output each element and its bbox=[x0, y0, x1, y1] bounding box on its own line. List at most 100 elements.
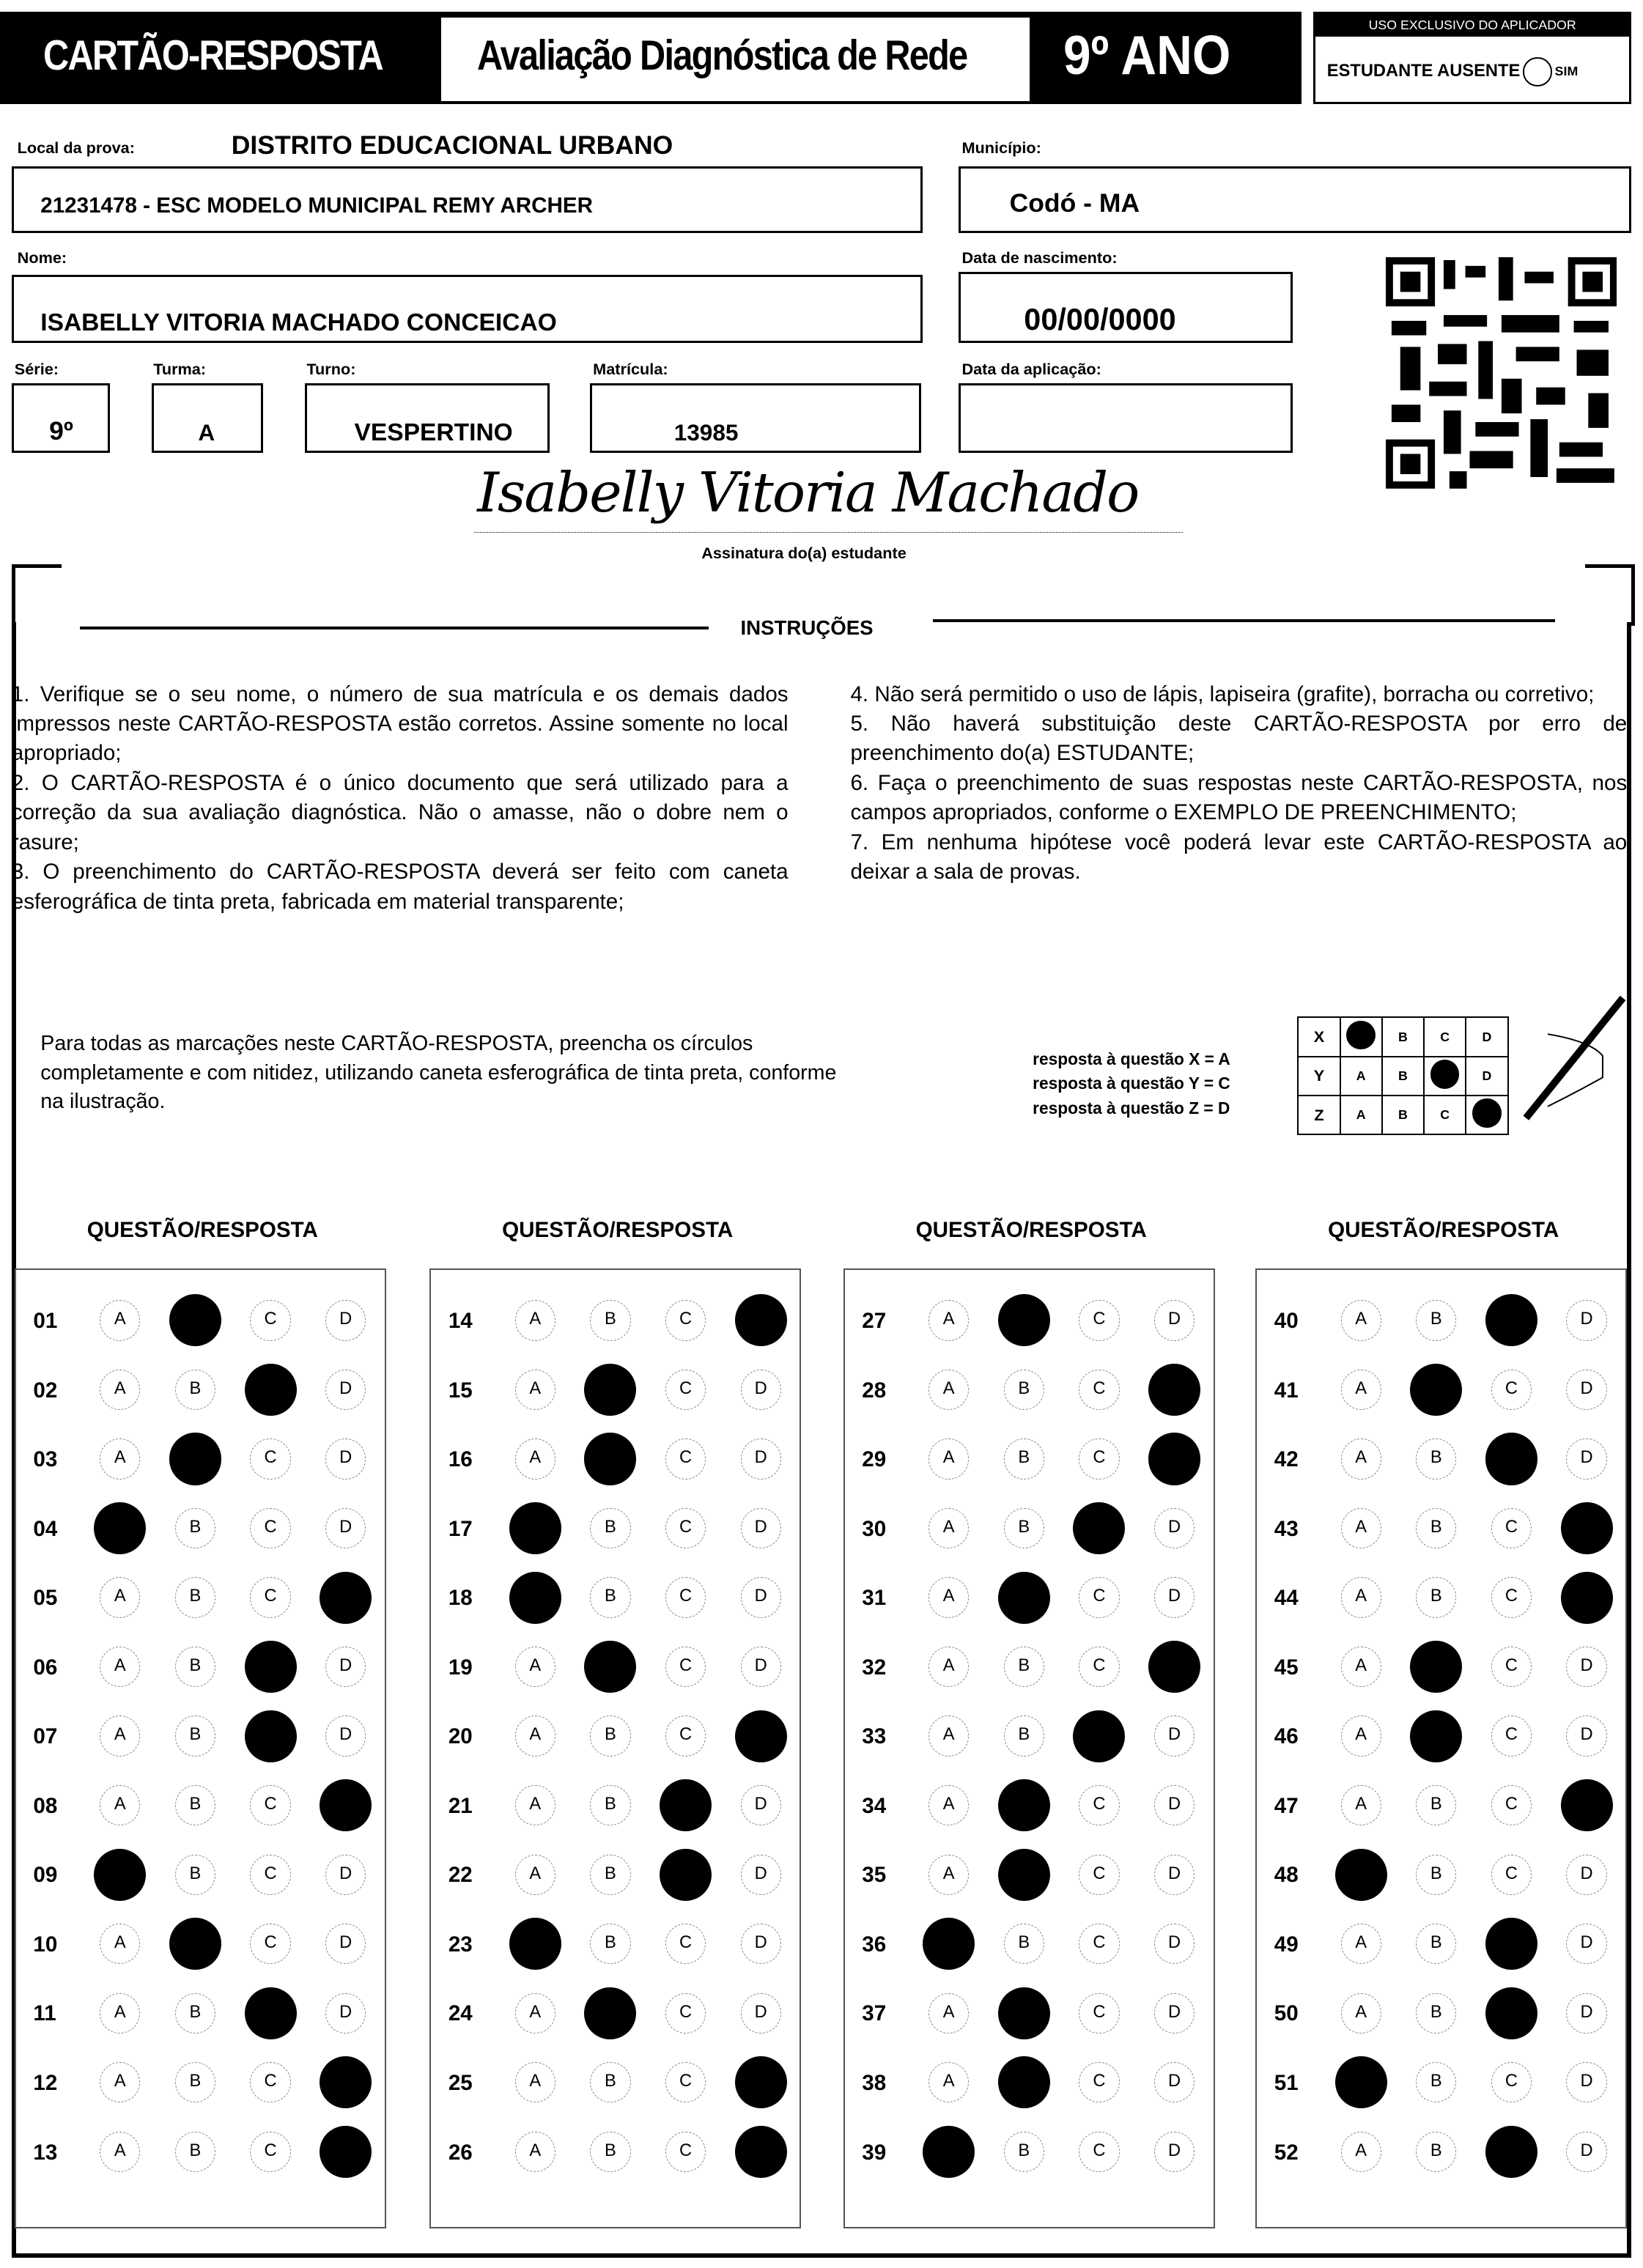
filled-bubble-c[interactable]: C bbox=[1485, 2125, 1537, 2178]
bubble-c[interactable]: C bbox=[1079, 1438, 1120, 1480]
bubble-c[interactable]: C bbox=[250, 1577, 291, 1618]
bubble-c[interactable]: C bbox=[250, 1507, 291, 1549]
bubble-b[interactable]: B bbox=[590, 1924, 631, 1965]
bubble-c[interactable]: C bbox=[250, 2062, 291, 2103]
filled-bubble-d[interactable]: D bbox=[1560, 1501, 1613, 1555]
filled-bubble-a[interactable]: A bbox=[1334, 2056, 1387, 2109]
bubble-a[interactable]: A bbox=[514, 1854, 555, 1895]
bubble-b[interactable]: B bbox=[590, 1854, 631, 1895]
bubble-d[interactable]: D bbox=[1153, 2131, 1195, 2172]
bubble-b[interactable]: B bbox=[590, 1577, 631, 1618]
bubble-d[interactable]: D bbox=[1153, 1577, 1195, 1618]
bubble-c[interactable]: C bbox=[1491, 1507, 1532, 1549]
bubble-a[interactable]: A bbox=[100, 1785, 141, 1826]
bubble-d[interactable]: D bbox=[740, 1369, 781, 1411]
bubble-b[interactable]: B bbox=[1003, 1924, 1044, 1965]
filled-bubble-c[interactable]: C bbox=[659, 1779, 712, 1832]
filled-bubble-d[interactable]: D bbox=[1560, 1571, 1613, 1624]
bubble-a[interactable]: A bbox=[100, 1715, 141, 1757]
bubble-b[interactable]: B bbox=[1416, 1924, 1457, 1965]
bubble-d[interactable]: D bbox=[325, 1507, 366, 1549]
bubble-c[interactable]: C bbox=[665, 1646, 706, 1688]
bubble-d[interactable]: D bbox=[1566, 1715, 1607, 1757]
filled-bubble-d[interactable]: D bbox=[1148, 1641, 1201, 1693]
bubble-b[interactable]: B bbox=[590, 1715, 631, 1757]
filled-bubble-a[interactable]: A bbox=[509, 1501, 561, 1555]
bubble-b[interactable]: B bbox=[174, 1785, 216, 1826]
bubble-c[interactable]: C bbox=[1491, 2062, 1532, 2103]
filled-bubble-d[interactable]: D bbox=[734, 2056, 787, 2109]
filled-bubble-d[interactable]: D bbox=[320, 1571, 372, 1624]
filled-bubble-b[interactable]: B bbox=[997, 1294, 1050, 1347]
bubble-d[interactable]: D bbox=[325, 1924, 366, 1965]
bubble-a[interactable]: A bbox=[514, 1369, 555, 1411]
bubble-b[interactable]: B bbox=[590, 1300, 631, 1341]
filled-bubble-c[interactable]: C bbox=[244, 1710, 297, 1762]
filled-bubble-d[interactable]: D bbox=[734, 2125, 787, 2178]
filled-bubble-c[interactable]: C bbox=[1485, 1433, 1537, 1485]
bubble-b[interactable]: B bbox=[1003, 1646, 1044, 1688]
bubble-d[interactable]: D bbox=[1153, 1785, 1195, 1826]
bubble-a[interactable]: A bbox=[1340, 1646, 1381, 1688]
filled-bubble-b[interactable]: B bbox=[997, 1848, 1050, 1901]
bubble-b[interactable]: B bbox=[174, 1646, 216, 1688]
bubble-a[interactable]: A bbox=[514, 1992, 555, 2034]
bubble-a[interactable]: A bbox=[100, 1369, 141, 1411]
bubble-d[interactable]: D bbox=[1566, 2062, 1607, 2103]
filled-bubble-b[interactable]: B bbox=[997, 1779, 1050, 1832]
filled-bubble-b[interactable]: B bbox=[1410, 1641, 1463, 1693]
bubble-b[interactable]: B bbox=[1416, 1577, 1457, 1618]
bubble-d[interactable]: D bbox=[740, 1992, 781, 2034]
bubble-d[interactable]: D bbox=[1153, 1507, 1195, 1549]
bubble-d[interactable]: D bbox=[325, 1854, 366, 1895]
filled-bubble-a[interactable]: A bbox=[923, 2125, 975, 2178]
bubble-b[interactable]: B bbox=[174, 1577, 216, 1618]
bubble-d[interactable]: D bbox=[1566, 2131, 1607, 2172]
bubble-b[interactable]: B bbox=[174, 1715, 216, 1757]
bubble-c[interactable]: C bbox=[250, 1785, 291, 1826]
filled-bubble-c[interactable]: C bbox=[1485, 1294, 1537, 1347]
filled-bubble-b[interactable]: B bbox=[169, 1433, 221, 1485]
bubble-c[interactable]: C bbox=[1491, 1646, 1532, 1688]
bubble-c[interactable]: C bbox=[250, 1300, 291, 1341]
bubble-c[interactable]: C bbox=[1079, 2062, 1120, 2103]
filled-bubble-b[interactable]: B bbox=[169, 1294, 221, 1347]
bubble-d[interactable]: D bbox=[1566, 1646, 1607, 1688]
bubble-d[interactable]: D bbox=[325, 1369, 366, 1411]
bubble-a[interactable]: A bbox=[514, 1300, 555, 1341]
bubble-d[interactable]: D bbox=[740, 1646, 781, 1688]
bubble-d[interactable]: D bbox=[325, 1992, 366, 2034]
filled-bubble-b[interactable]: B bbox=[169, 1918, 221, 1970]
bubble-c[interactable]: C bbox=[665, 1369, 706, 1411]
bubble-d[interactable]: D bbox=[1153, 1300, 1195, 1341]
filled-bubble-a[interactable]: A bbox=[1334, 1848, 1387, 1901]
bubble-c[interactable]: C bbox=[665, 1438, 706, 1480]
bubble-a[interactable]: A bbox=[100, 1992, 141, 2034]
bubble-b[interactable]: B bbox=[174, 1854, 216, 1895]
bubble-b[interactable]: B bbox=[174, 1992, 216, 2034]
filled-bubble-b[interactable]: B bbox=[1410, 1363, 1463, 1416]
bubble-d[interactable]: D bbox=[325, 1300, 366, 1341]
bubble-c[interactable]: C bbox=[250, 1924, 291, 1965]
bubble-a[interactable]: A bbox=[928, 1507, 970, 1549]
bubble-c[interactable]: C bbox=[665, 2062, 706, 2103]
bubble-d[interactable]: D bbox=[1153, 1992, 1195, 2034]
bubble-a[interactable]: A bbox=[100, 1924, 141, 1965]
bubble-c[interactable]: C bbox=[1079, 1854, 1120, 1895]
bubble-a[interactable]: A bbox=[1340, 1507, 1381, 1549]
filled-bubble-c[interactable]: C bbox=[244, 1641, 297, 1693]
bubble-c[interactable]: C bbox=[665, 1507, 706, 1549]
bubble-a[interactable]: A bbox=[928, 1854, 970, 1895]
filled-bubble-c[interactable]: C bbox=[244, 1363, 297, 1416]
bubble-c[interactable]: C bbox=[1079, 1369, 1120, 1411]
bubble-b[interactable]: B bbox=[1416, 2062, 1457, 2103]
bubble-d[interactable]: D bbox=[1566, 1438, 1607, 1480]
filled-bubble-a[interactable]: A bbox=[509, 1918, 561, 1970]
filled-bubble-b[interactable]: B bbox=[584, 1641, 637, 1693]
bubble-a[interactable]: A bbox=[1340, 1992, 1381, 2034]
bubble-a[interactable]: A bbox=[100, 1438, 141, 1480]
bubble-d[interactable]: D bbox=[1566, 1369, 1607, 1411]
bubble-c[interactable]: C bbox=[665, 1715, 706, 1757]
filled-bubble-b[interactable]: B bbox=[584, 1363, 637, 1416]
bubble-c[interactable]: C bbox=[1079, 1646, 1120, 1688]
